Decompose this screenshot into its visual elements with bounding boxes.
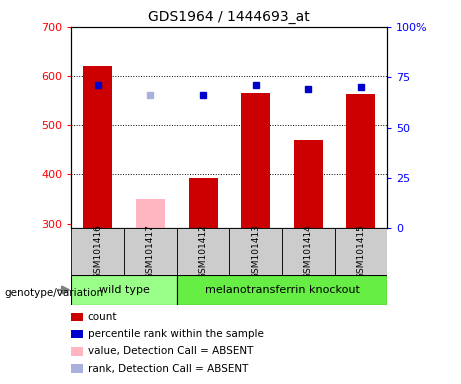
Text: GSM101416: GSM101416 [93,224,102,279]
Text: rank, Detection Call = ABSENT: rank, Detection Call = ABSENT [88,364,248,374]
Bar [177,228,229,275]
Bar [71,228,124,275]
Bar [136,199,165,228]
Title: GDS1964 / 1444693_at: GDS1964 / 1444693_at [148,10,310,25]
Text: count: count [88,312,117,322]
Bar [124,228,177,275]
Text: GSM101413: GSM101413 [251,224,260,279]
Text: GSM101412: GSM101412 [199,224,207,279]
Text: genotype/variation: genotype/variation [5,288,104,298]
Text: GSM101414: GSM101414 [304,224,313,279]
Text: GSM101415: GSM101415 [356,224,366,279]
Text: wild type: wild type [99,285,149,295]
Bar [294,140,323,228]
Bar [282,228,335,275]
Text: value, Detection Call = ABSENT: value, Detection Call = ABSENT [88,346,253,356]
Bar [229,228,282,275]
Bar [83,66,112,228]
Text: GSM101417: GSM101417 [146,224,155,279]
Bar [71,275,177,305]
Text: melanotransferrin knockout: melanotransferrin knockout [205,285,360,295]
Bar [189,178,218,228]
Bar [335,228,387,275]
Bar [241,93,270,228]
Text: percentile rank within the sample: percentile rank within the sample [88,329,264,339]
Bar [347,94,375,228]
Bar [177,275,387,305]
